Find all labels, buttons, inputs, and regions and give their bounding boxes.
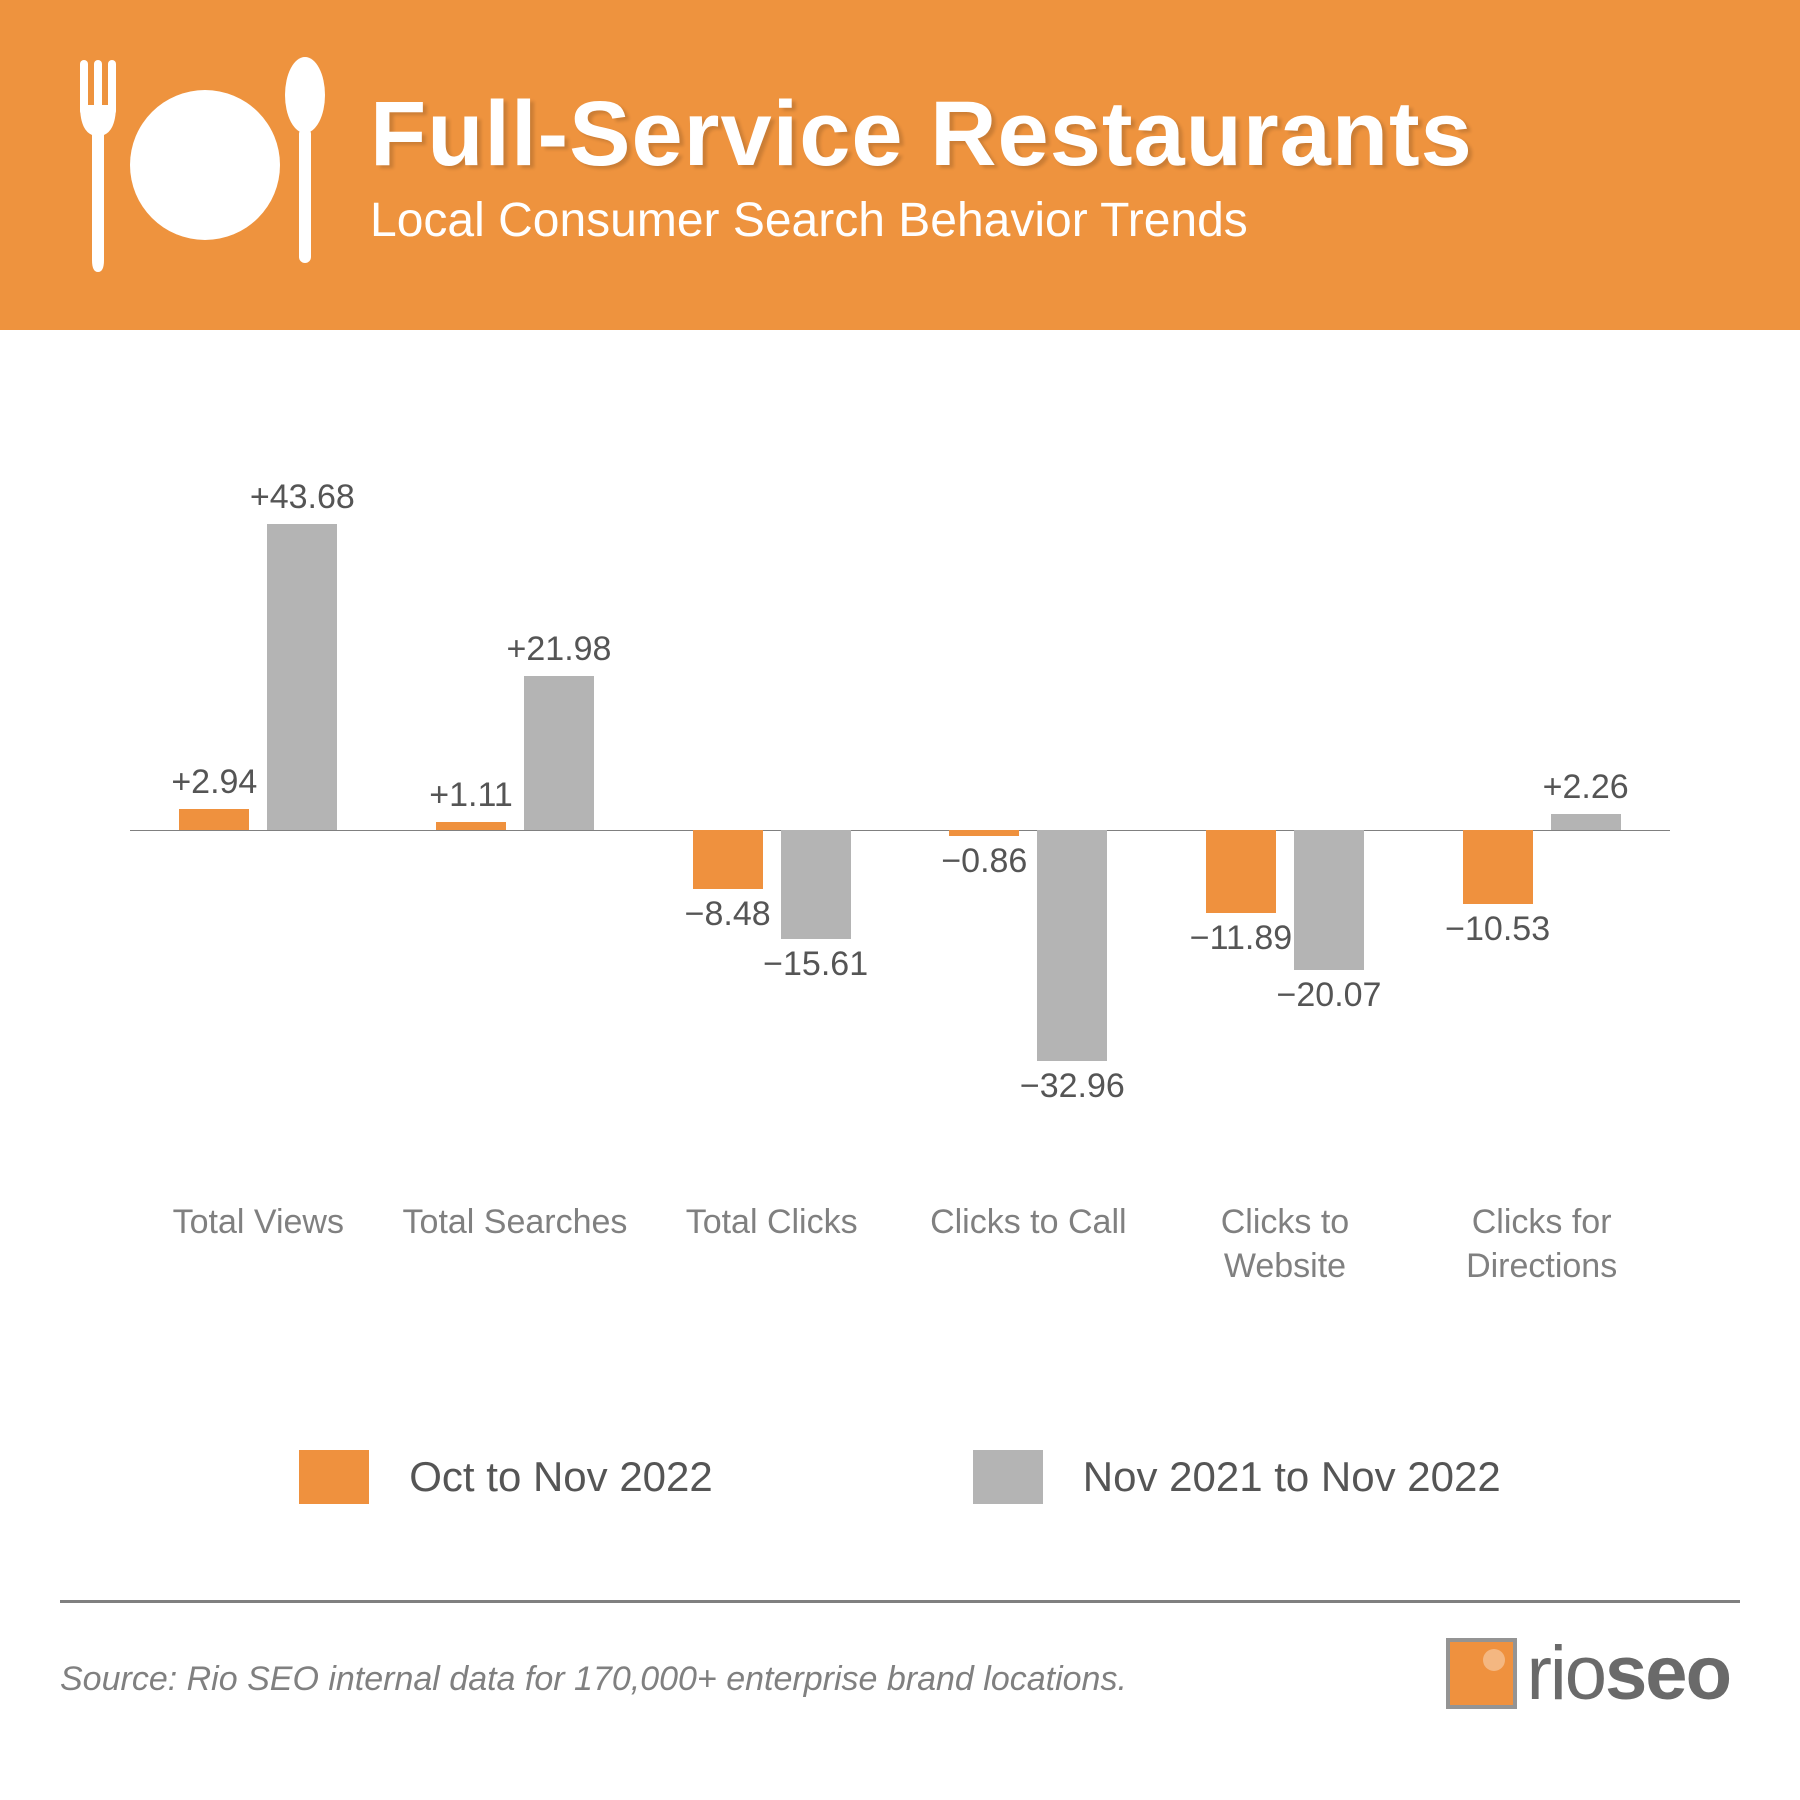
plate-setting-icon bbox=[70, 50, 330, 280]
legend-label-1: Nov 2021 to Nov 2022 bbox=[1083, 1453, 1501, 1501]
bar bbox=[1463, 830, 1533, 904]
bar-value-label: −10.53 bbox=[1418, 910, 1578, 949]
logo-text-light: rio bbox=[1527, 1631, 1605, 1716]
category-label: Clicks to Website bbox=[1157, 1200, 1414, 1288]
category-label: Total Views bbox=[130, 1200, 387, 1244]
bar bbox=[267, 524, 337, 830]
bar-value-label: +21.98 bbox=[479, 630, 639, 669]
subtitle: Local Consumer Search Behavior Trends bbox=[370, 193, 1473, 248]
bar bbox=[949, 830, 1019, 836]
bar bbox=[179, 809, 249, 830]
bar bbox=[693, 830, 763, 889]
category-label: Total Clicks bbox=[643, 1200, 900, 1244]
logo-square-icon bbox=[1444, 1636, 1519, 1711]
chart-area: +2.94+43.68Total Views+1.11+21.98Total S… bbox=[0, 380, 1800, 1400]
bar-chart: +2.94+43.68Total Views+1.11+21.98Total S… bbox=[130, 480, 1670, 1180]
title-block: Full-Service Restaurants Local Consumer … bbox=[370, 82, 1473, 248]
infographic-container: Full-Service Restaurants Local Consumer … bbox=[0, 0, 1800, 1800]
bar-value-label: −15.61 bbox=[736, 945, 896, 984]
bar bbox=[524, 676, 594, 830]
legend-label-0: Oct to Nov 2022 bbox=[409, 1453, 713, 1501]
footer-divider bbox=[60, 1600, 1740, 1603]
main-title: Full-Service Restaurants bbox=[370, 82, 1473, 187]
bar bbox=[781, 830, 851, 939]
bar bbox=[1037, 830, 1107, 1061]
bar-value-label: +2.26 bbox=[1506, 768, 1666, 807]
legend-swatch-0 bbox=[299, 1450, 369, 1504]
axis-baseline bbox=[130, 830, 1670, 831]
legend-item-1: Nov 2021 to Nov 2022 bbox=[973, 1450, 1501, 1504]
bar bbox=[1551, 814, 1621, 830]
source-text: Source: Rio SEO internal data for 170,00… bbox=[60, 1660, 1127, 1699]
bar bbox=[1206, 830, 1276, 913]
bar-value-label: +43.68 bbox=[222, 478, 382, 517]
logo-text-bold: seo bbox=[1605, 1631, 1730, 1716]
category-label: Clicks forDirections bbox=[1413, 1200, 1670, 1288]
category-label: Total Searches bbox=[387, 1200, 644, 1244]
dining-icon bbox=[70, 50, 330, 280]
category-label: Clicks to Call bbox=[900, 1200, 1157, 1244]
bar bbox=[436, 822, 506, 830]
legend-item-0: Oct to Nov 2022 bbox=[299, 1450, 713, 1504]
legend-swatch-1 bbox=[973, 1450, 1043, 1504]
rio-seo-logo: rioseo bbox=[1444, 1630, 1730, 1717]
legend: Oct to Nov 2022 Nov 2021 to Nov 2022 bbox=[0, 1450, 1800, 1504]
bar-value-label: −32.96 bbox=[992, 1067, 1152, 1106]
logo-text: rioseo bbox=[1527, 1630, 1730, 1717]
bar-value-label: −20.07 bbox=[1249, 976, 1409, 1015]
bar bbox=[1294, 830, 1364, 970]
header-banner: Full-Service Restaurants Local Consumer … bbox=[0, 0, 1800, 330]
